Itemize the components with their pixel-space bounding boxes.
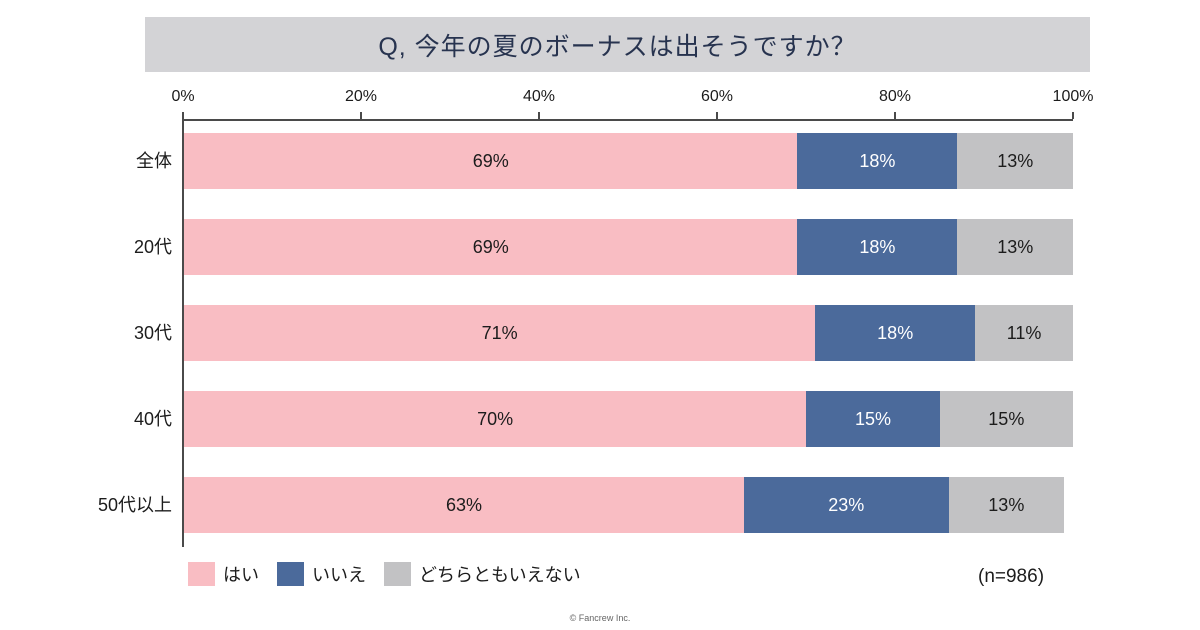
bar-segment: 13%: [957, 133, 1073, 189]
bar-segment: 15%: [939, 391, 1073, 447]
bar-segment: 15%: [806, 391, 940, 447]
bar-rows: 全体 69% 18% 13% 20代 69% 18% 13% 30代 71% 18% 11% 40代 70…: [98, 133, 1073, 563]
segment-value-label: 15%: [854, 408, 891, 429]
bar-segment: 18%: [797, 133, 958, 189]
legend-item: いいえ: [277, 561, 366, 587]
bar-row: 30代 71% 18% 11%: [134, 305, 1073, 361]
bar-segment: 23%: [744, 477, 949, 533]
bar-segment: 69%: [184, 133, 798, 189]
category-label: 全体: [136, 151, 172, 171]
bar-segment: 13%: [957, 219, 1073, 275]
legend-swatch: [188, 562, 215, 586]
category-label: 20代: [133, 237, 172, 257]
x-tick-label: 0%: [171, 88, 195, 105]
segment-value-label: 11%: [1006, 322, 1042, 343]
legend-swatch: [277, 562, 304, 586]
segment-value-label: 18%: [859, 236, 896, 257]
x-tick-mark: [360, 112, 362, 119]
bar-segment: 69%: [184, 219, 798, 275]
x-axis-line: [182, 112, 1074, 121]
x-tick-label: 80%: [878, 88, 912, 105]
bar-segment: 13%: [948, 477, 1065, 533]
bar-row: 40代 70% 15% 15%: [134, 391, 1073, 447]
segment-value-label: 18%: [859, 150, 896, 171]
bar-segment: 18%: [815, 305, 976, 361]
segment-value-label: 18%: [877, 322, 914, 343]
segment-value-label: 63%: [446, 494, 483, 515]
legend-item: どちらともいえない: [384, 561, 581, 587]
segment-value-label: 69%: [472, 150, 509, 171]
bar-segment: 63%: [184, 477, 745, 533]
segment-value-label: 71%: [481, 322, 518, 343]
x-tick-mark: [894, 112, 896, 119]
category-label: 30代: [133, 323, 172, 343]
x-tick-mark: [716, 112, 718, 119]
bar-segment: 11%: [975, 305, 1073, 361]
x-axis-labels: 0% 20% 40% 60% 80% 100%: [171, 88, 1093, 110]
legend-swatch: [384, 562, 411, 586]
category-label: 40代: [133, 409, 172, 429]
legend-label: どちらともいえない: [419, 565, 581, 585]
category-label: 50代以上: [97, 495, 172, 515]
segment-value-label: 70%: [477, 408, 514, 429]
chart-title-bar: Q, 今年の夏のボーナスは出そうですか？: [145, 17, 1090, 72]
segment-value-label: 69%: [472, 236, 509, 257]
x-tick-label: 60%: [700, 88, 734, 105]
bar-row: 20代 69% 18% 13%: [134, 219, 1073, 275]
x-tick-mark: [1072, 112, 1074, 119]
legend-label: はい: [223, 565, 259, 585]
bar-segment: 70%: [184, 391, 807, 447]
legend-item: はい: [188, 561, 259, 587]
bar-row: 50代以上 63% 23% 13%: [98, 477, 1073, 533]
x-tick-label: 40%: [522, 88, 556, 105]
chart-title: Q, 今年の夏のボーナスは出そうですか？: [378, 32, 857, 61]
legend: はい いいえ どちらともいえない: [188, 561, 599, 587]
legend-label: いいえ: [312, 565, 366, 585]
x-tick-label: 20%: [344, 88, 378, 105]
bar-row: 全体 69% 18% 13%: [136, 133, 1073, 189]
x-tick-label: 100%: [1052, 88, 1094, 105]
x-tick-mark: [538, 112, 540, 119]
sample-size-note: (n=986): [978, 566, 1045, 587]
segment-value-label: 15%: [988, 408, 1025, 429]
segment-value-label: 13%: [997, 150, 1034, 171]
segment-value-label: 13%: [997, 236, 1034, 257]
x-tick-mark: [182, 112, 184, 119]
segment-value-label: 23%: [828, 494, 865, 515]
bar-segment: 18%: [797, 219, 958, 275]
copyright-footer: © Fancrew Inc.: [569, 613, 631, 623]
segment-value-label: 13%: [988, 494, 1025, 515]
y-axis-line: [182, 119, 184, 547]
bar-segment: 71%: [184, 305, 816, 361]
